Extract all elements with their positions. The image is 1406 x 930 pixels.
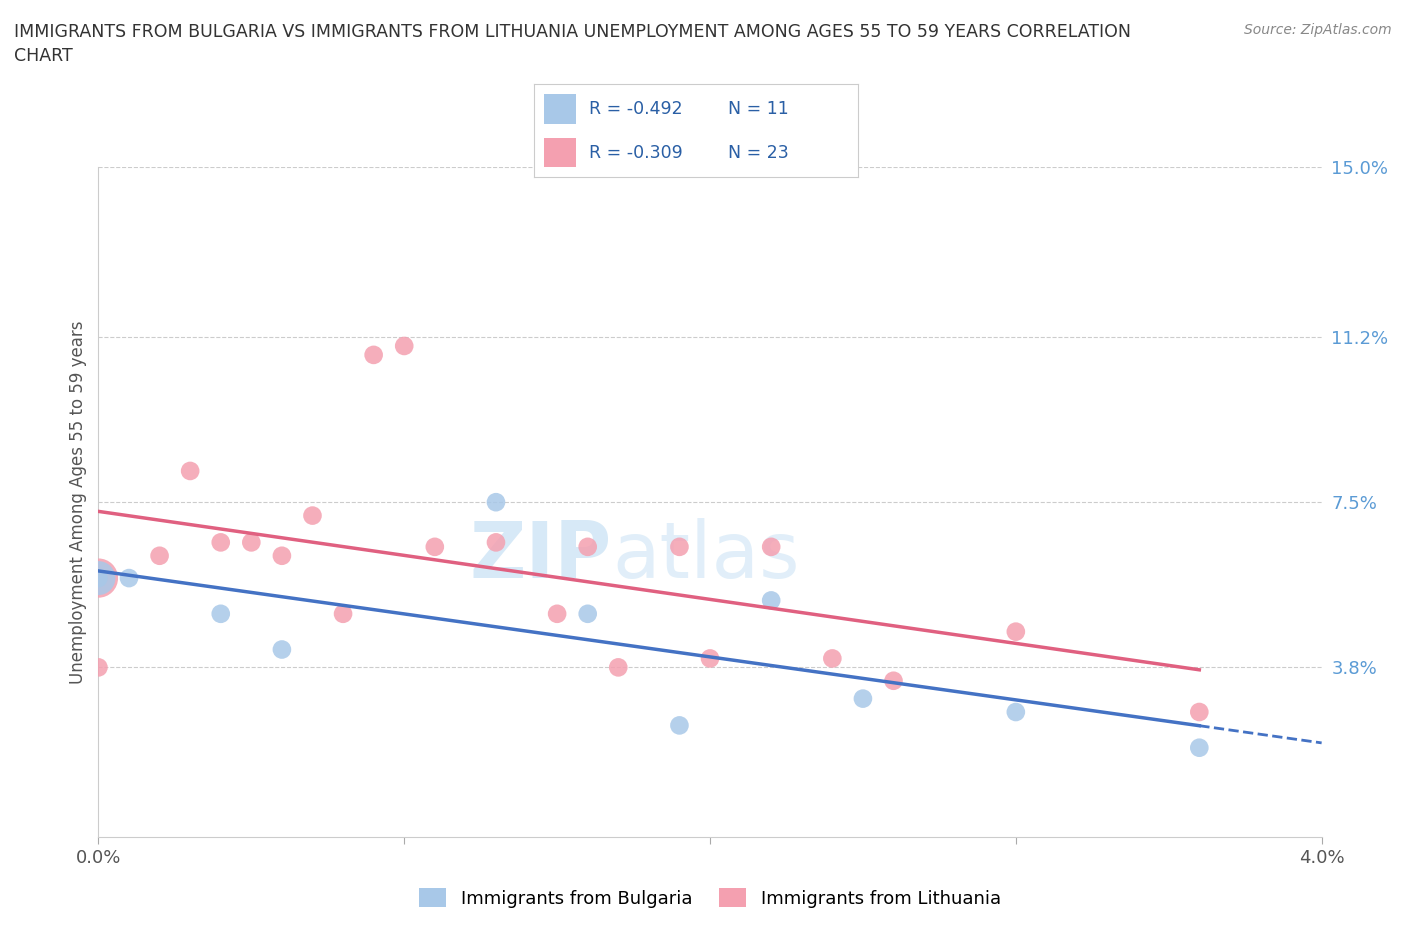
Point <box>209 606 232 621</box>
Point <box>179 463 201 478</box>
Point <box>821 651 844 666</box>
Point <box>668 539 690 554</box>
Point <box>392 339 416 353</box>
Point <box>668 718 690 733</box>
Point <box>699 651 721 666</box>
Point <box>87 571 110 586</box>
Point <box>576 539 599 554</box>
Text: N = 23: N = 23 <box>728 143 789 162</box>
Legend: Immigrants from Bulgaria, Immigrants from Lithuania: Immigrants from Bulgaria, Immigrants fro… <box>412 882 1008 915</box>
Point <box>240 535 263 550</box>
Point <box>423 539 446 554</box>
Point <box>149 549 172 564</box>
Point <box>759 539 782 554</box>
Point <box>759 593 782 608</box>
Point <box>607 660 630 675</box>
Y-axis label: Unemployment Among Ages 55 to 59 years: Unemployment Among Ages 55 to 59 years <box>69 321 87 684</box>
Text: N = 11: N = 11 <box>728 100 789 118</box>
Point <box>270 642 294 657</box>
Point <box>332 606 354 621</box>
Text: R = -0.492: R = -0.492 <box>589 100 683 118</box>
Point <box>852 691 875 706</box>
Point <box>1004 624 1026 639</box>
FancyBboxPatch shape <box>544 138 576 167</box>
Point <box>1188 705 1211 720</box>
Point <box>883 673 905 688</box>
Point <box>576 606 599 621</box>
Point <box>209 535 232 550</box>
Point <box>1188 740 1211 755</box>
Point <box>485 535 508 550</box>
Point <box>546 606 568 621</box>
Point <box>301 508 323 523</box>
Text: R = -0.309: R = -0.309 <box>589 143 683 162</box>
Point <box>363 348 385 363</box>
Point <box>87 571 110 586</box>
Point <box>1004 705 1026 720</box>
Text: atlas: atlas <box>612 518 800 593</box>
Text: Source: ZipAtlas.com: Source: ZipAtlas.com <box>1244 23 1392 37</box>
Point <box>87 660 110 675</box>
Point <box>270 549 294 564</box>
FancyBboxPatch shape <box>544 94 576 124</box>
Text: IMMIGRANTS FROM BULGARIA VS IMMIGRANTS FROM LITHUANIA UNEMPLOYMENT AMONG AGES 55: IMMIGRANTS FROM BULGARIA VS IMMIGRANTS F… <box>14 23 1130 65</box>
Text: ZIP: ZIP <box>470 518 612 593</box>
Point <box>118 571 141 586</box>
Point <box>485 495 508 510</box>
Point <box>87 571 110 586</box>
Point <box>87 571 110 586</box>
